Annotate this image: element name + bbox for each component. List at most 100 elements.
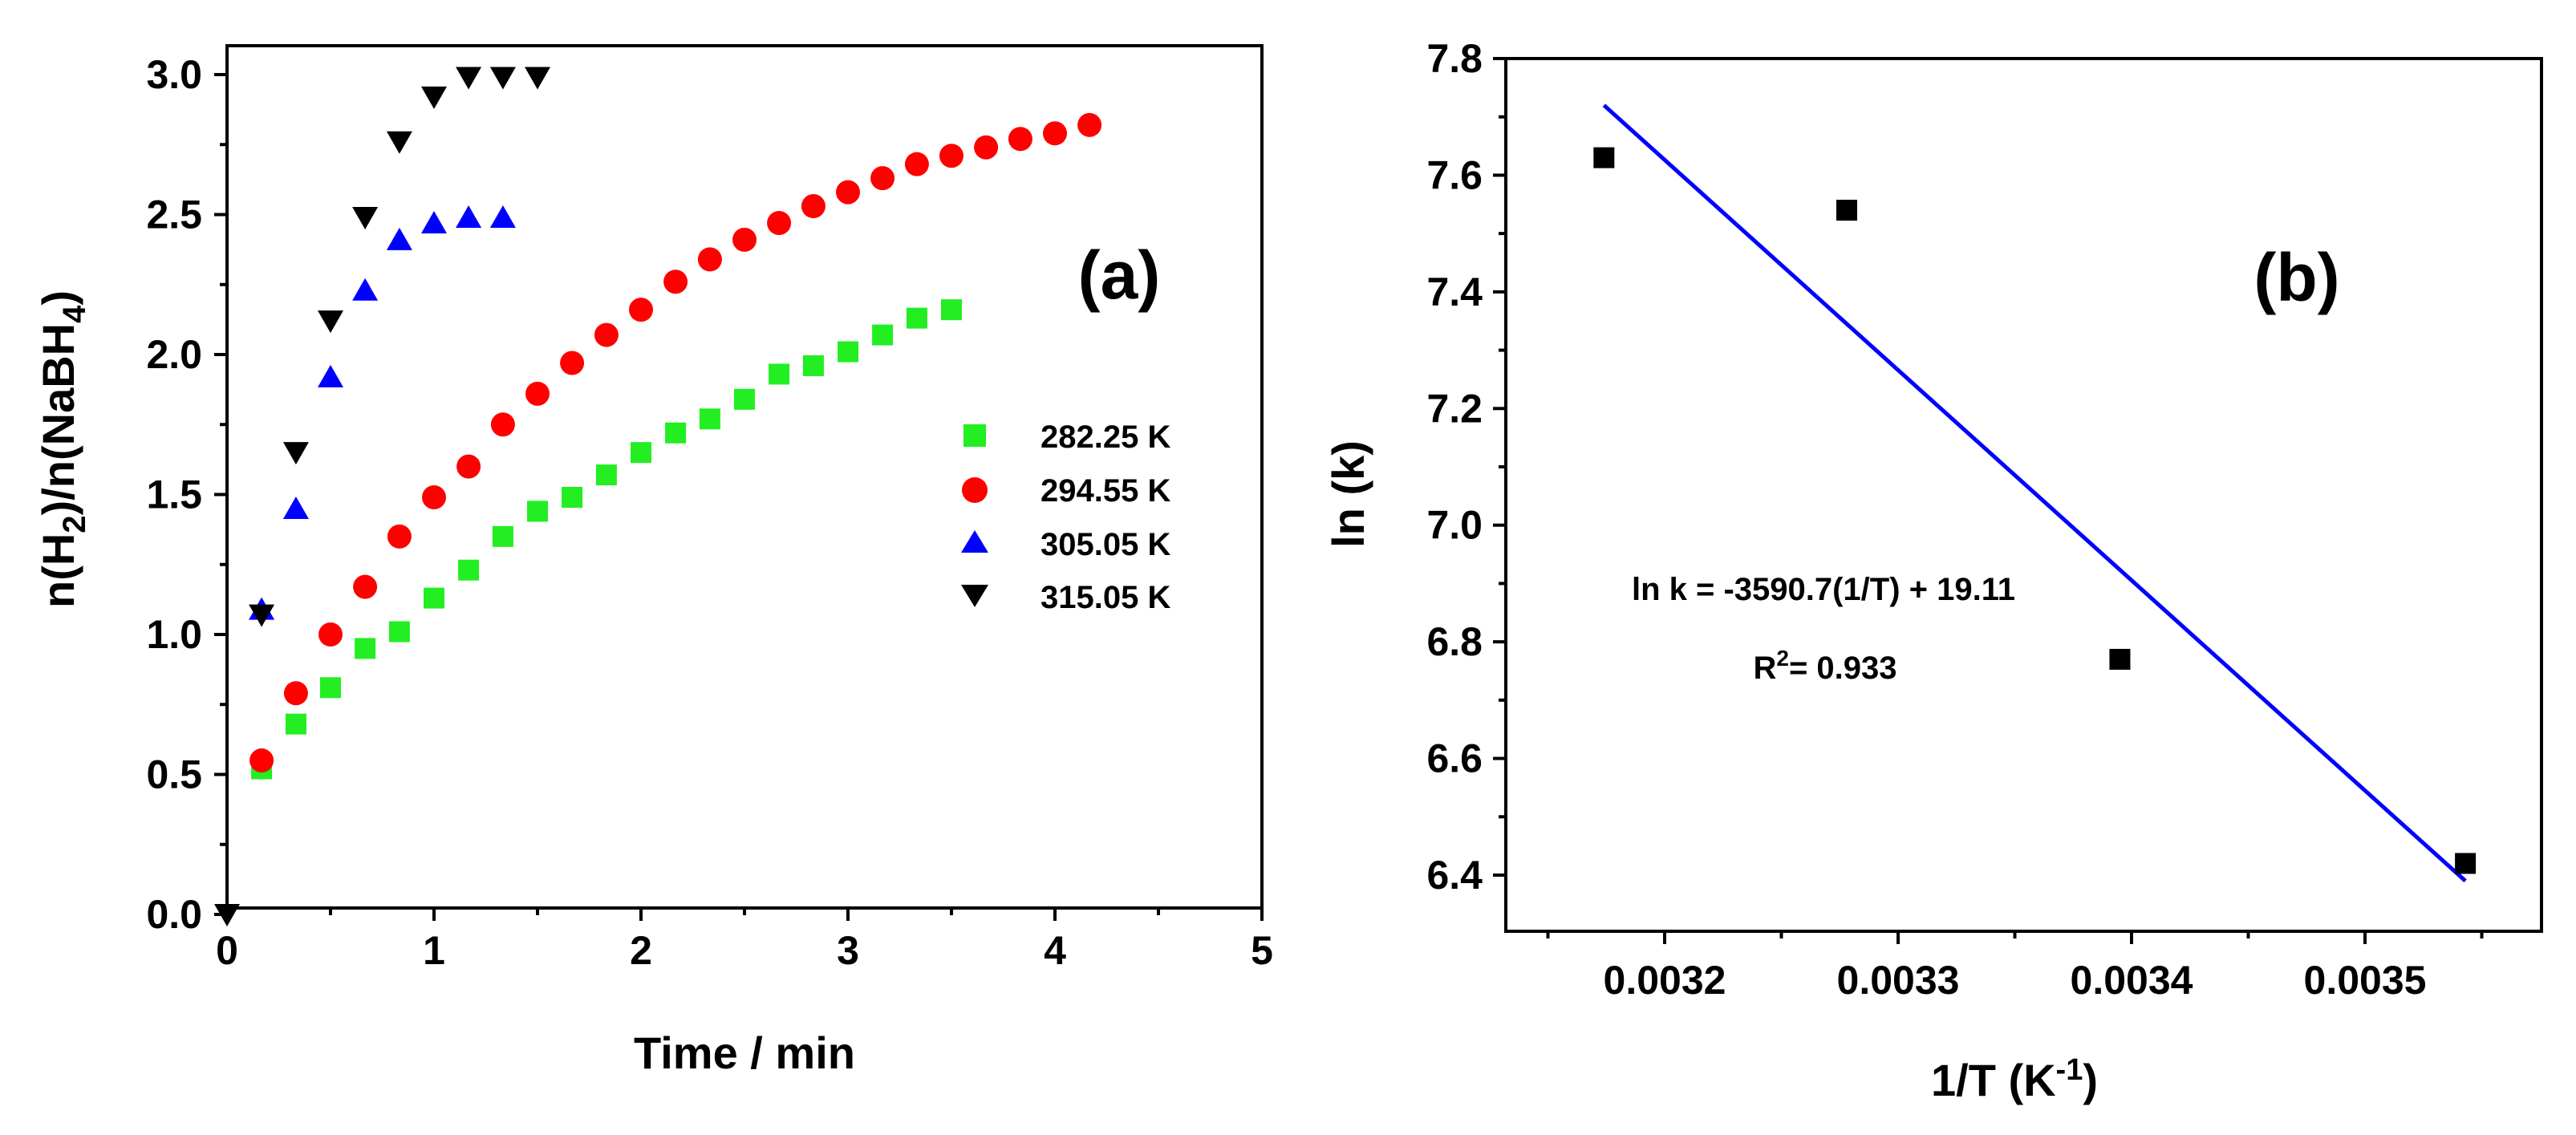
data-point xyxy=(283,681,308,706)
data-point xyxy=(527,501,548,522)
x-tick-label: 5 xyxy=(1251,928,1273,973)
y-tick-label: 7.0 xyxy=(1426,503,1483,548)
x-tick-label: 3 xyxy=(837,928,859,973)
data-point xyxy=(629,298,653,322)
data-point xyxy=(492,525,513,547)
fit-line xyxy=(1602,103,2467,883)
ylabel-part-sub2: 4 xyxy=(57,305,92,323)
y-tick-label: 2.5 xyxy=(146,193,202,237)
y-tick-label: 1.0 xyxy=(146,612,202,657)
data-point xyxy=(282,496,309,519)
data-point xyxy=(456,454,481,479)
y-tick-label: 0.0 xyxy=(146,892,202,937)
panel-a-y-axis-title: n(H2)/n(NaBH4) xyxy=(33,290,92,608)
r2-rest: = 0.933 xyxy=(1789,651,1897,686)
data-point xyxy=(456,205,482,228)
data-point xyxy=(318,622,343,647)
data-point xyxy=(490,412,515,437)
ylabel-part-base: n(H xyxy=(33,533,83,608)
data-point xyxy=(906,307,927,329)
y-tick-label: 1.5 xyxy=(146,472,202,517)
x-tick-label: 0.0033 xyxy=(1837,958,1960,1003)
data-point xyxy=(560,351,585,375)
r2-base: R xyxy=(1753,651,1776,686)
data-point xyxy=(318,364,343,387)
series-282-25-k xyxy=(251,299,962,780)
data-point xyxy=(594,322,619,347)
data-point xyxy=(458,559,480,581)
legend-marker-315 xyxy=(961,585,988,607)
data-point xyxy=(904,152,929,176)
data-point xyxy=(525,67,550,90)
legend-label-315: 315.05 K xyxy=(1041,580,1170,615)
data-point xyxy=(387,524,412,549)
data-point xyxy=(285,713,306,735)
y-tick-label: 3.0 xyxy=(146,52,202,97)
panel-a-ticks: 0 1 2 3 4 5 0.0 0.5 1.0 1.5 2.0 2.5 3.0 xyxy=(146,52,1272,973)
x-tick-label: 0.0034 xyxy=(2071,958,2193,1003)
data-point xyxy=(631,442,651,464)
y-tick-label: 6.6 xyxy=(1426,736,1483,781)
data-point xyxy=(699,408,720,430)
panel-b-ticks: 0.0032 0.0033 0.0034 0.0035 6.4 6.6 6.8 7.0 7.2 7… xyxy=(1426,36,2484,1003)
data-point xyxy=(767,210,792,235)
b-xlabel-sup: -1 xyxy=(2056,1053,2083,1087)
data-point xyxy=(802,355,824,376)
y-tick-label: 6.4 xyxy=(1426,853,1483,898)
data-point xyxy=(352,206,379,229)
legend-label-294: 294.55 K xyxy=(1041,473,1170,509)
data-point xyxy=(1077,112,1102,137)
data-point xyxy=(872,324,894,346)
data-point xyxy=(388,621,410,642)
data-point xyxy=(595,464,617,486)
data-point xyxy=(525,381,550,406)
data-point xyxy=(801,194,826,219)
data-point xyxy=(2455,853,2477,874)
x-tick-label: 0.0032 xyxy=(1604,958,1726,1003)
data-point xyxy=(939,144,963,168)
data-point xyxy=(489,205,516,228)
legend-marker-305 xyxy=(961,530,988,553)
x-tick-label: 4 xyxy=(1044,928,1066,973)
data-point xyxy=(769,363,790,385)
data-point xyxy=(1043,121,1067,146)
panel-a-series-points xyxy=(214,67,1102,926)
series-294-55-k xyxy=(249,112,1102,773)
data-point xyxy=(1008,127,1032,152)
series-315-05-k xyxy=(214,67,550,926)
b-xlabel-base: 1/T (K xyxy=(1931,1055,2056,1105)
panel-b-label: (b) xyxy=(2253,240,2339,315)
panel-b-data-points xyxy=(1593,147,2477,874)
x-tick-label: 0.0035 xyxy=(2304,958,2427,1003)
panel-a-label: (a) xyxy=(1078,237,1161,313)
y-tick-label: 6.8 xyxy=(1426,619,1483,664)
data-point xyxy=(386,131,412,154)
data-point xyxy=(386,227,412,250)
y-tick-label: 7.4 xyxy=(1426,270,1483,314)
x-tick-label: 0 xyxy=(216,928,238,973)
data-point xyxy=(1593,147,1615,168)
series-305-05-k xyxy=(249,205,516,620)
data-point xyxy=(421,210,447,233)
data-point xyxy=(663,270,688,294)
data-point xyxy=(353,574,378,599)
data-point xyxy=(320,677,341,699)
y-tick-label: 0.5 xyxy=(146,752,202,797)
data-point xyxy=(249,604,275,627)
panel-b: 0.0032 0.0033 0.0034 0.0035 6.4 6.6 6.8 7.0 7.2 7… xyxy=(1323,36,2543,1105)
legend-marker-282 xyxy=(963,424,986,447)
data-point xyxy=(456,67,482,90)
panel-b-frame xyxy=(1504,57,2543,933)
panel-b-x-axis-title: 1/T (K-1) xyxy=(1931,1053,2098,1105)
panel-b-y-axis-title: ln (k) xyxy=(1323,440,1373,548)
data-point xyxy=(562,486,583,508)
panel-a-legend: 282.25 K 294.55 K 305.05 K 315.05 K xyxy=(961,420,1170,615)
r2-sup: 2 xyxy=(1776,646,1789,671)
ylabel-part-end: ) xyxy=(33,290,83,306)
data-point xyxy=(352,278,379,301)
data-point xyxy=(974,135,999,160)
ylabel-part-mid: )/n(NaBH xyxy=(33,323,83,516)
legend-label-305: 305.05 K xyxy=(1041,527,1170,562)
legend-label-282: 282.25 K xyxy=(1041,420,1170,455)
